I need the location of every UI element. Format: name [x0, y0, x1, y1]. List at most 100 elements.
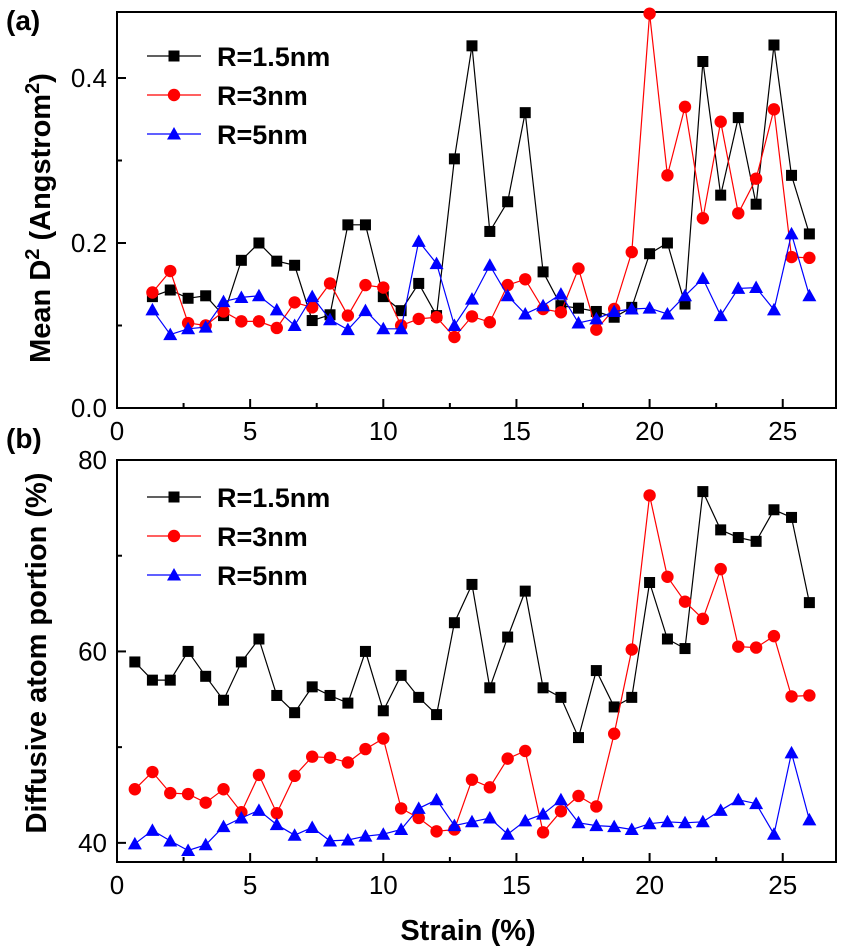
- panel-a-data-point: [519, 107, 531, 119]
- panel-a-data-point: [661, 237, 673, 249]
- panel-a-data-point: [786, 169, 798, 181]
- panel-a-data-point: [359, 219, 371, 231]
- panel-a-data-point: [784, 226, 799, 240]
- panel-b-data-point: [589, 818, 604, 832]
- panel-b-data-point: [447, 818, 462, 832]
- panel-a-data-point: [500, 288, 515, 302]
- panel-b-series-triangle: [127, 745, 817, 857]
- panel-b-data-point: [697, 486, 709, 498]
- panel-b-data-point: [270, 806, 283, 820]
- panel-b-data-point: [251, 803, 266, 816]
- panel-b-data-point: [269, 817, 284, 831]
- panel-b-data-point: [555, 691, 567, 703]
- panel-b-data-point: [394, 822, 409, 835]
- panel-a-data-point: [589, 311, 604, 325]
- panel-b-data-point: [163, 833, 178, 847]
- panel-a-data-point: [448, 153, 460, 165]
- panel-a-series-triangle: [145, 226, 817, 341]
- panel-b-data-point: [305, 750, 319, 763]
- panel-b-data-point: [695, 814, 710, 828]
- panel-b-data-point: [289, 707, 301, 719]
- panel-b-data-point: [732, 640, 745, 653]
- panel-a-data-point: [643, 7, 656, 20]
- panel-a-data-point: [146, 286, 159, 299]
- panel-a-data-point: [182, 292, 194, 304]
- panel-a-data-point: [198, 320, 213, 333]
- panel-b-data-point: [802, 812, 817, 826]
- panel-a-data-point: [181, 321, 196, 335]
- panel-b-data-point: [324, 689, 336, 701]
- panel-a-legend-marker: [167, 127, 181, 140]
- panel-b-data-point: [572, 732, 584, 744]
- panel-b-data-point: [394, 802, 408, 815]
- panel-a-y-axis-title: Mean D2 (Angstrom2): [22, 73, 57, 363]
- panel-a-data-point: [217, 305, 230, 318]
- panel-a-data-point: [607, 304, 622, 317]
- panel-a-data-point: [482, 258, 497, 271]
- panel-a-data-point: [251, 288, 266, 302]
- panel-a-data-point: [164, 264, 177, 278]
- panel-b-data-point: [146, 674, 158, 686]
- panel-a-data-point: [766, 302, 781, 316]
- panel-a-data-point: [216, 294, 231, 308]
- x-axis-title: Strain (%): [400, 915, 535, 947]
- panel-b-data-point: [679, 643, 691, 655]
- panel-b-legend-label: R=3nm: [217, 522, 308, 552]
- panel-b-data-point: [359, 645, 371, 657]
- panel-a-data-point: [502, 196, 514, 208]
- panel-b-data-point: [607, 819, 622, 833]
- panel-b-data-point: [519, 585, 531, 597]
- panel-b-data-point: [234, 810, 249, 824]
- panel-b-legend-entry: R=3nm: [147, 522, 308, 552]
- panel-a-data-point: [644, 248, 656, 260]
- panel-a-data-point: [269, 302, 284, 316]
- panel-b-data-point: [288, 769, 301, 783]
- panel-a-x-tick-label: 20: [635, 416, 664, 446]
- panel-a-data-point: [732, 207, 745, 220]
- panel-a-data-point: [768, 39, 780, 51]
- panel-b-data-point: [768, 504, 780, 516]
- panel-b-series-line: [134, 752, 810, 852]
- panel-b-data-point: [731, 792, 746, 806]
- panel-b-data-point: [198, 837, 213, 851]
- panel-b-data-point: [271, 689, 283, 701]
- panel-b-data-point: [464, 814, 479, 828]
- panel-a-legend-marker: [168, 50, 180, 62]
- panel-a-data-point: [305, 289, 320, 303]
- panel-b-data-point: [129, 656, 141, 668]
- panel-a-data-point: [342, 219, 354, 231]
- panel-a-data-point: [464, 292, 479, 305]
- panel-b-data-point: [714, 562, 727, 576]
- panel-a-data-point: [590, 323, 603, 336]
- panel-a-data-point: [413, 277, 425, 289]
- panel-a-data-point: [466, 40, 478, 52]
- panel-b-data-point: [323, 751, 337, 764]
- panel-b-data-point: [164, 674, 176, 686]
- panel-a-data-point: [678, 100, 692, 114]
- panel-a-data-point: [660, 306, 675, 320]
- panel-b-legend-marker: [167, 529, 181, 543]
- panel-b-data-point: [181, 787, 195, 801]
- panel-a-plot-frame: [116, 11, 837, 409]
- panel-a-data-point: [803, 251, 816, 265]
- panel-a-data-point: [341, 309, 355, 322]
- panel-a-data-point: [145, 302, 160, 316]
- panel-a-x-tick-label: 10: [369, 416, 398, 446]
- panel-b-data-point: [642, 816, 657, 830]
- panel-b-data-point: [217, 783, 230, 796]
- panel-b-data-point: [430, 825, 443, 838]
- panel-a-data-point: [590, 305, 602, 317]
- panel-b-data-point: [395, 669, 407, 681]
- panel-a-data-point: [803, 228, 815, 240]
- panel-a-data-point: [696, 212, 710, 225]
- panel-b-x-tick-label: 10: [369, 870, 398, 900]
- panel-b-data-point: [715, 524, 727, 536]
- panel-b-data-point: [643, 489, 656, 502]
- panel-b-data-point: [784, 745, 799, 759]
- panel-b-data-point: [518, 813, 533, 827]
- panel-b-data-point: [624, 822, 639, 835]
- panel-a-data-point: [270, 321, 283, 335]
- panel-a-label: (a): [6, 5, 40, 36]
- panel-a-data-point: [749, 280, 764, 294]
- panel-b-legend-entry: R=5nm: [147, 561, 308, 591]
